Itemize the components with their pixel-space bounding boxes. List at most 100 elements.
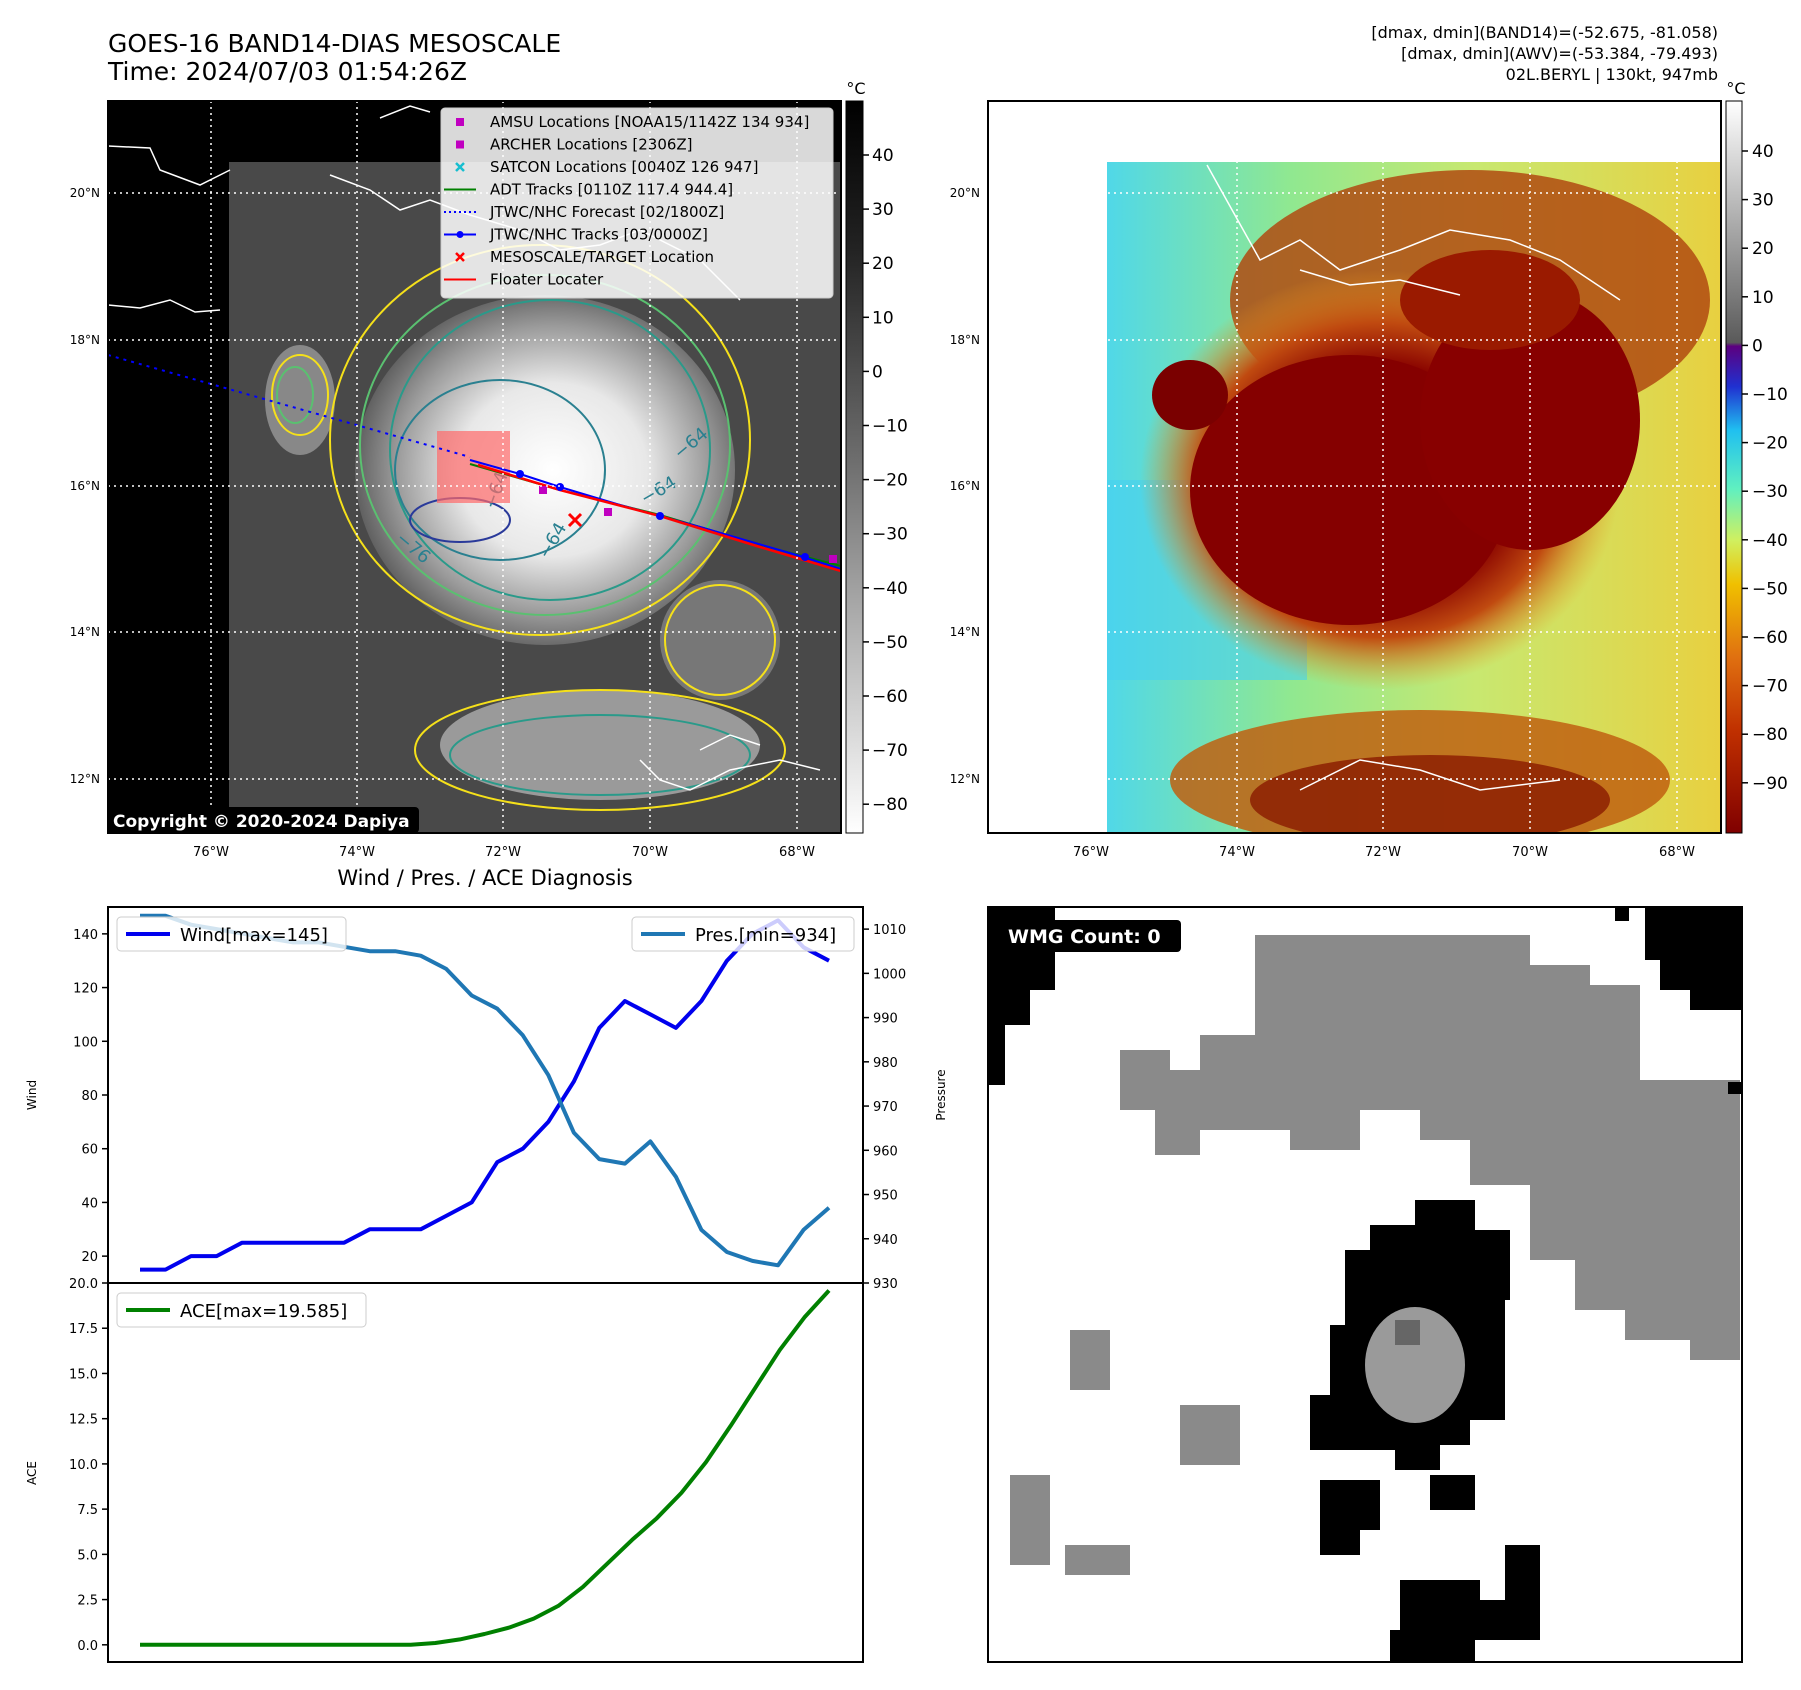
- stats-band14: [dmax, dmin](BAND14)=(-52.675, -81.058): [1371, 23, 1718, 42]
- legend-marker: [456, 140, 464, 149]
- awv-grid: [988, 101, 1721, 833]
- pressure-tick-label: 960: [873, 1144, 898, 1159]
- ace-tick-label: 2.5: [77, 1594, 98, 1609]
- colorbar-tick-label: −20: [1752, 434, 1788, 454]
- lon-tick-label: 70°W: [632, 845, 668, 860]
- colorbar-tick-label: 20: [872, 254, 894, 274]
- legend-label: MESOSCALE/TARGET Location: [490, 248, 714, 266]
- wmg-panel: [987, 906, 1743, 1663]
- pressure-tick-label: 940: [873, 1233, 898, 1248]
- lon-tick-label: 68°W: [1659, 845, 1695, 860]
- colorbar-tick-label: −40: [872, 579, 908, 599]
- figure-title: GOES-16 BAND14-DIAS MESOSCALE: [108, 29, 561, 58]
- wind-axis-label: Wind: [25, 1080, 39, 1110]
- wmg-count: WMG Count: 0: [1008, 926, 1161, 948]
- colorbar-tick-label: −60: [1752, 628, 1788, 648]
- colorbar-tick-label: −70: [1752, 677, 1788, 697]
- ace-tick-label: 12.5: [69, 1413, 98, 1428]
- colorbar-tick-label: −90: [1752, 774, 1788, 794]
- colorbar-tick-label: 40: [1752, 142, 1774, 162]
- colorbar-tick-label: 30: [1752, 191, 1774, 211]
- ace-tick-label: 7.5: [77, 1503, 98, 1518]
- ace-axis-label: ACE: [25, 1461, 39, 1485]
- lat-tick-label: 18°N: [70, 333, 100, 347]
- colorbar-tick-label: 10: [1752, 288, 1774, 308]
- pressure-axis-label: Pressure: [934, 1069, 948, 1120]
- copyright: Copyright © 2020-2024 Dapiya: [113, 812, 410, 832]
- lon-tick-label: 74°W: [1219, 845, 1255, 860]
- band14-colorbar-unit: °C: [846, 79, 865, 98]
- lon-tick-label: 76°W: [1073, 845, 1109, 860]
- colorbar-tick-label: −80: [872, 795, 908, 815]
- ace-legend-label: ACE[max=19.585]: [180, 1301, 347, 1322]
- colorbar-tick-label: −10: [1752, 385, 1788, 405]
- ace-tick-label: 10.0: [69, 1458, 98, 1473]
- legend-label: SATCON Locations [0040Z 126 947]: [490, 158, 758, 176]
- colorbar-tick-label: 10: [872, 308, 894, 328]
- lat-tick-label: 12°N: [950, 772, 980, 786]
- wind-tick-label: 120: [73, 982, 98, 997]
- diagnosis-title: Wind / Pres. / ACE Diagnosis: [337, 866, 632, 890]
- pressure-tick-label: 930: [873, 1277, 898, 1292]
- ace-tick-label: 0.0: [77, 1639, 98, 1654]
- lat-tick-label: 16°N: [950, 479, 980, 493]
- lat-tick-label: 16°N: [70, 479, 100, 493]
- lon-tick-label: 68°W: [779, 845, 815, 860]
- pressure-legend-label: Pres.[min=934]: [695, 925, 836, 946]
- awv-colorbar: [1725, 100, 1743, 834]
- pressure-legend: [631, 916, 855, 952]
- legend-label: AMSU Locations [NOAA15/1142Z 134 934]: [490, 113, 809, 131]
- pressure-tick-label: 990: [873, 1012, 898, 1027]
- ace-tick-label: 5.0: [77, 1548, 98, 1563]
- wind-tick-label: 80: [81, 1089, 98, 1104]
- pressure-tick-label: 970: [873, 1100, 898, 1115]
- ace-tick-label: 15.0: [69, 1367, 98, 1382]
- lon-tick-label: 76°W: [193, 845, 229, 860]
- colorbar-tick-label: −70: [872, 741, 908, 761]
- colorbar-tick-label: −60: [872, 687, 908, 707]
- pressure-tick-label: 1000: [873, 967, 906, 982]
- legend-label: ADT Tracks [0110Z 117.4 944.4]: [490, 181, 733, 199]
- legend-label: JTWC/NHC Tracks [03/0000Z]: [489, 226, 708, 244]
- wind-pres-axes: [107, 906, 864, 1284]
- stats-storm: 02L.BERYL | 130kt, 947mb: [1506, 65, 1718, 84]
- lat-tick-label: 14°N: [70, 625, 100, 639]
- wind-tick-label: 20: [81, 1250, 98, 1265]
- wind-tick-label: 60: [81, 1143, 98, 1158]
- forecast-track: [108, 354, 471, 458]
- lon-tick-label: 70°W: [1512, 845, 1548, 860]
- pressure-tick-label: 950: [873, 1189, 898, 1204]
- colorbar-tick-label: −50: [872, 633, 908, 653]
- colorbar-tick-label: −80: [1752, 725, 1788, 745]
- legend: AMSU Locations [NOAA15/1142Z 134 934] ARC…: [440, 107, 834, 299]
- ace-axes: [107, 1282, 864, 1663]
- lat-tick-label: 20°N: [70, 186, 100, 200]
- target-marker: [567, 512, 583, 528]
- floater-box: [437, 431, 510, 503]
- colorbar-tick-label: −30: [1752, 482, 1788, 502]
- lat-tick-label: 14°N: [950, 625, 980, 639]
- colorbar-tick-label: −50: [1752, 579, 1788, 599]
- awv-map: [988, 101, 1721, 833]
- wind-tick-label: 100: [73, 1035, 98, 1050]
- colorbar-tick-label: −40: [1752, 531, 1788, 551]
- wind-legend-label: Wind[max=145]: [180, 925, 328, 946]
- lon-tick-label: 74°W: [339, 845, 375, 860]
- band14-colorbar: [845, 100, 864, 834]
- ace-tick-label: 17.5: [69, 1322, 98, 1337]
- pressure-tick-label: 980: [873, 1056, 898, 1071]
- lat-tick-label: 12°N: [70, 772, 100, 786]
- colorbar-tick-label: −10: [872, 417, 908, 437]
- ace-legend: [116, 1292, 367, 1328]
- wind-tick-label: 40: [81, 1196, 98, 1211]
- legend-label: JTWC/NHC Forecast [02/1800Z]: [489, 203, 724, 221]
- figure-time: Time: 2024/07/03 01:54:26Z: [107, 57, 467, 86]
- stats-awv: [dmax, dmin](AWV)=(-53.384, -79.493): [1401, 44, 1718, 63]
- lon-tick-label: 72°W: [1365, 845, 1401, 860]
- colorbar-tick-label: 30: [872, 200, 894, 220]
- legend-marker: [456, 118, 464, 126]
- colorbar-tick-label: 0: [872, 362, 883, 382]
- colorbar-tick-label: 20: [1752, 239, 1774, 259]
- colorbar-tick-label: 40: [872, 146, 894, 166]
